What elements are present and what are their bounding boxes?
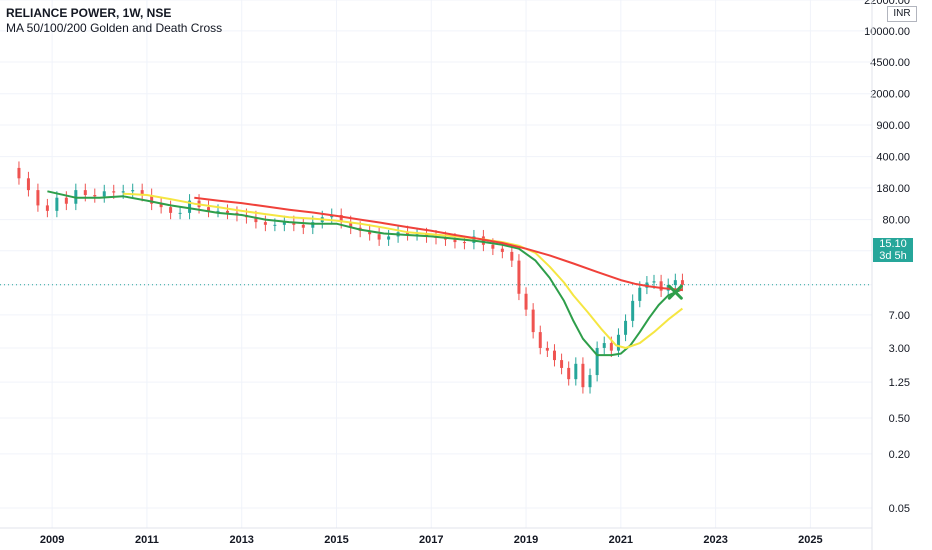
- x-tick-label: 2011: [135, 534, 159, 546]
- candle-body: [659, 281, 663, 291]
- x-tick-label: 2019: [514, 534, 538, 546]
- candle-body: [282, 222, 286, 225]
- y-tick-label: 2000.00: [870, 89, 910, 101]
- candle-body: [574, 363, 578, 380]
- candle-body: [55, 197, 59, 211]
- candle-body: [83, 190, 87, 196]
- x-tick-label: 2015: [324, 534, 348, 546]
- candle-body: [159, 203, 163, 208]
- candle-body: [339, 214, 343, 223]
- currency-unit-label[interactable]: INR: [887, 6, 917, 22]
- ma-100-line: [123, 192, 684, 349]
- y-tick-label: 22000.00: [864, 0, 910, 7]
- candle-body: [609, 343, 613, 351]
- candle-body: [225, 210, 229, 213]
- candle-body: [616, 334, 620, 351]
- candle-body: [64, 197, 68, 204]
- candle-body: [567, 367, 571, 380]
- candle-body: [26, 178, 30, 191]
- x-tick-label: 2013: [229, 534, 253, 546]
- y-tick-label: 3.00: [889, 343, 910, 355]
- candle-body: [588, 375, 592, 388]
- candle-body: [680, 280, 684, 285]
- candle-body: [631, 300, 635, 321]
- candle-body: [387, 236, 391, 240]
- symbol-title[interactable]: RELIANCE POWER, 1W, NSE: [6, 6, 172, 20]
- candle-body: [638, 287, 642, 301]
- candle-body: [545, 347, 549, 351]
- candle-body: [17, 167, 21, 179]
- x-tick-label: 2023: [703, 534, 727, 546]
- x-tick-label: 2025: [798, 534, 822, 546]
- y-tick-label: 80.00: [882, 215, 910, 227]
- candle-body: [500, 248, 504, 252]
- candle-body: [349, 222, 353, 228]
- y-tick-label: 400.00: [876, 152, 910, 164]
- candle-body: [93, 195, 97, 197]
- candle-body: [560, 360, 564, 368]
- candle-body: [292, 222, 296, 225]
- y-tick-label: 4500.00: [870, 57, 910, 69]
- last-price-value: 15.10: [879, 238, 907, 250]
- candle-body: [311, 222, 315, 228]
- x-tick-label: 2009: [40, 534, 64, 546]
- candle-body: [538, 332, 542, 348]
- y-tick-label: 1.25: [889, 377, 910, 389]
- candle-body: [102, 191, 106, 197]
- candle-body: [517, 260, 521, 294]
- x-tick-label: 2017: [419, 534, 443, 546]
- y-tick-label: 900.00: [876, 120, 910, 132]
- candle-body: [524, 293, 528, 310]
- indicator-label[interactable]: MA 50/100/200 Golden and Death Cross: [6, 21, 223, 35]
- candle-body: [602, 343, 606, 348]
- y-tick-label: 10000.00: [864, 26, 910, 38]
- y-tick-label: 0.20: [889, 449, 910, 461]
- candle-body: [301, 224, 305, 228]
- candle-body: [112, 191, 116, 193]
- candle-body: [36, 190, 40, 206]
- candle-body: [595, 347, 599, 376]
- candle-body: [188, 200, 192, 213]
- candle-body: [510, 251, 514, 261]
- candle-body: [406, 232, 410, 235]
- y-tick-label: 7.00: [889, 310, 910, 322]
- candle-body: [131, 190, 135, 192]
- candle-body: [368, 230, 372, 235]
- candle-body: [273, 224, 277, 226]
- candle-body: [121, 191, 125, 193]
- candle-body: [254, 217, 258, 223]
- candle-body: [453, 239, 457, 243]
- candle-body: [462, 242, 466, 244]
- candle-body: [45, 205, 49, 211]
- candle-body: [150, 195, 154, 204]
- candle-body: [169, 207, 173, 213]
- candle-body: [263, 222, 267, 225]
- cross-marker: [667, 284, 683, 300]
- candle-body: [140, 190, 144, 196]
- candle-body: [581, 363, 585, 388]
- candle-body: [377, 234, 381, 240]
- candle-body: [178, 212, 182, 214]
- last-price-badge: 15.10 3d 5h: [873, 238, 913, 262]
- candle-body: [531, 309, 535, 333]
- y-tick-label: 180.00: [876, 183, 910, 195]
- candle-body: [552, 350, 556, 361]
- candle-body: [216, 210, 220, 212]
- candle-body: [472, 236, 476, 243]
- bar-countdown: 3d 5h: [879, 250, 907, 262]
- candle-body: [491, 244, 495, 249]
- candle-body: [673, 280, 677, 286]
- candle-body: [652, 281, 656, 283]
- ma-200-line: [194, 196, 683, 291]
- y-tick-label: 0.05: [889, 503, 910, 515]
- candle-body: [624, 320, 628, 335]
- x-tick-label: 2021: [609, 534, 633, 546]
- candle-body: [207, 207, 211, 211]
- y-tick-label: 0.50: [889, 413, 910, 425]
- ma-50-line: [47, 190, 683, 357]
